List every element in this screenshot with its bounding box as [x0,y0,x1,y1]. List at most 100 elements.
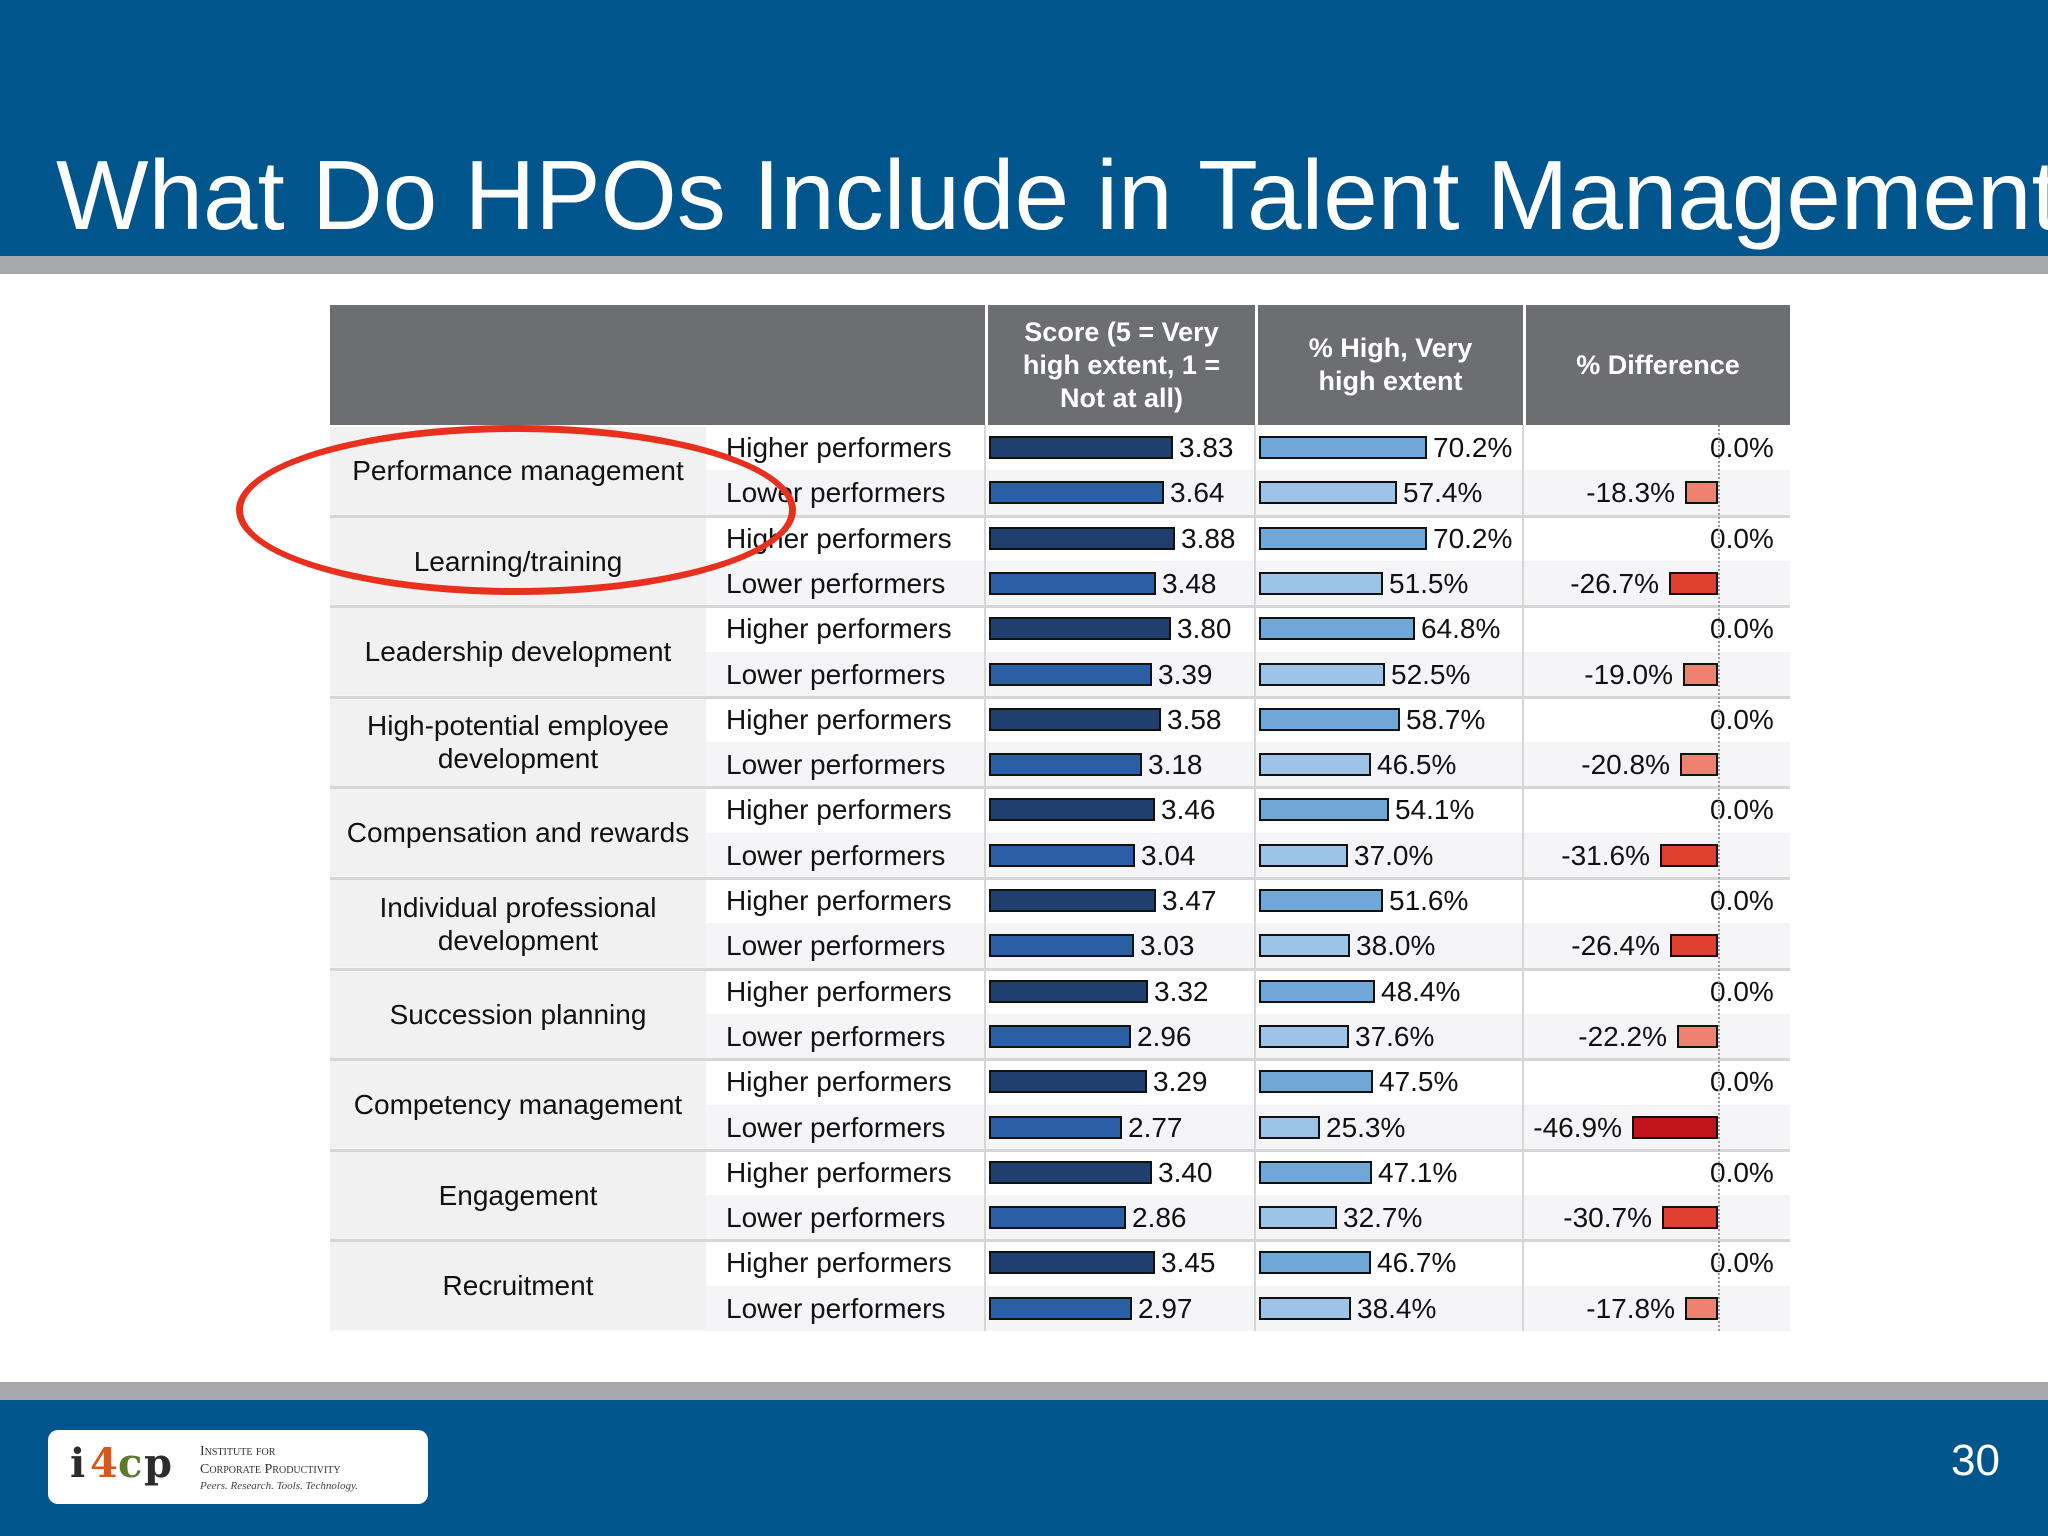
pct-value-label: 52.5% [1391,658,1471,690]
i4cp-logo: i 4 c p Institute for Corporate Producti… [48,1430,428,1504]
difference-bar [1677,1024,1718,1048]
difference-value-label: 0.0% [1710,613,1774,645]
pct-bar [1259,1160,1372,1184]
pct-bar [1259,889,1383,912]
score-bar [989,1206,1126,1230]
score-value-label: 3.88 [1181,522,1236,554]
header-pct-difference: % Difference [1523,305,1790,425]
difference-bar [1685,481,1718,505]
column-divider [1254,425,1256,1331]
pct-value-label: 58.7% [1406,703,1486,735]
pct-bar [1259,436,1427,459]
difference-value-label: -30.7% [1563,1202,1652,1234]
logo-letter-4: 4 [90,1440,118,1487]
difference-value-label: 0.0% [1710,1247,1774,1279]
score-value-label: 3.32 [1154,975,1209,1007]
group-separator [330,514,1790,518]
pct-bar [1259,979,1375,1003]
group-separator [330,1239,1790,1243]
pct-value-label: 38.0% [1356,930,1436,962]
score-bar [989,753,1142,777]
header-score: Score (5 = Very high extent, 1 = Not at … [985,305,1255,425]
column-divider [1522,425,1524,1331]
difference-value-label: 0.0% [1710,1066,1774,1098]
group-separator [330,877,1790,880]
pct-value-label: 46.7% [1377,1247,1457,1279]
table-header: Score (5 = Very high extent, 1 = Not at … [330,305,1790,425]
pct-value-label: 25.3% [1326,1111,1406,1143]
category-label: Compensation and rewards [330,789,706,877]
difference-bar [1685,1296,1718,1320]
score-value-label: 3.48 [1162,567,1217,599]
score-value-label: 3.39 [1158,658,1213,690]
logo-line-1: Institute for [200,1444,276,1459]
group-separator [330,967,1790,971]
pct-value-label: 46.5% [1377,749,1457,781]
pct-bar [1259,1296,1351,1320]
group-separator [330,605,1790,609]
higher-performers-label: Higher performers [726,432,952,463]
pct-bar [1259,1115,1320,1139]
logo-line-2: Corporate Productivity [200,1462,341,1477]
pct-bar [1259,707,1400,731]
page-number: 30 [1951,1436,2000,1485]
header-band [0,0,2048,256]
pct-bar [1259,798,1389,822]
pct-bar [1259,1070,1373,1094]
group-separator [330,695,1790,699]
highlight-ellipse [236,425,796,595]
logo-tagline: Peers. Research. Tools. Technology. [200,1480,358,1492]
pct-bar [1259,753,1371,777]
difference-value-label: -20.8% [1581,749,1670,781]
score-value-label: 3.18 [1148,749,1203,781]
difference-bar [1680,753,1718,777]
pct-bar [1259,662,1385,686]
score-bar [989,889,1156,912]
pct-value-label: 70.2% [1433,522,1513,554]
category-label: High-potential employee development [330,698,706,786]
difference-bar [1683,662,1718,686]
pct-bar [1259,571,1383,595]
pct-bar [1259,843,1348,867]
lower-performers-label: Lower performers [726,1292,946,1324]
pct-value-label: 38.4% [1357,1292,1437,1324]
difference-value-label: -31.6% [1561,839,1650,871]
score-value-label: 3.83 [1179,432,1234,463]
score-bar [989,979,1148,1003]
pct-value-label: 32.7% [1343,1202,1423,1234]
group-separator [330,786,1790,790]
score-bar [989,798,1155,822]
pct-value-label: 37.6% [1355,1020,1435,1052]
difference-value-label: 0.0% [1710,432,1774,463]
difference-value-label: -26.4% [1571,930,1660,962]
difference-bar [1669,571,1718,595]
score-value-label: 2.77 [1128,1111,1183,1143]
score-bar [989,707,1161,731]
pct-value-label: 64.8% [1421,613,1501,645]
score-bar [989,662,1152,686]
score-bar [989,1115,1122,1139]
category-label: Competency management [330,1061,706,1149]
pct-bar [1259,1206,1337,1230]
pct-bar [1259,934,1350,958]
higher-performers-label: Higher performers [726,613,952,645]
higher-performers-label: Higher performers [726,794,952,826]
score-value-label: 3.58 [1167,703,1222,735]
pct-value-label: 70.2% [1433,432,1513,463]
difference-bar [1670,934,1718,958]
difference-value-label: -19.0% [1584,658,1673,690]
higher-performers-label: Higher performers [726,1247,952,1279]
category-label: Individual professional development [330,880,706,967]
slide-title: What Do HPOs Include in Talent Managemen… [56,140,2048,250]
difference-value-label: -17.8% [1586,1292,1675,1324]
lower-performers-label: Lower performers [726,930,946,962]
pct-value-label: 48.4% [1381,975,1461,1007]
score-value-label: 2.96 [1137,1020,1192,1052]
logo-letter-c: c [118,1440,143,1487]
column-divider [984,425,986,1331]
pct-bar [1259,1251,1371,1275]
logo-letter-p: p [144,1440,172,1487]
group-separator [330,1148,1790,1152]
pct-value-label: 47.1% [1378,1156,1458,1188]
difference-value-label: -18.3% [1586,477,1675,509]
